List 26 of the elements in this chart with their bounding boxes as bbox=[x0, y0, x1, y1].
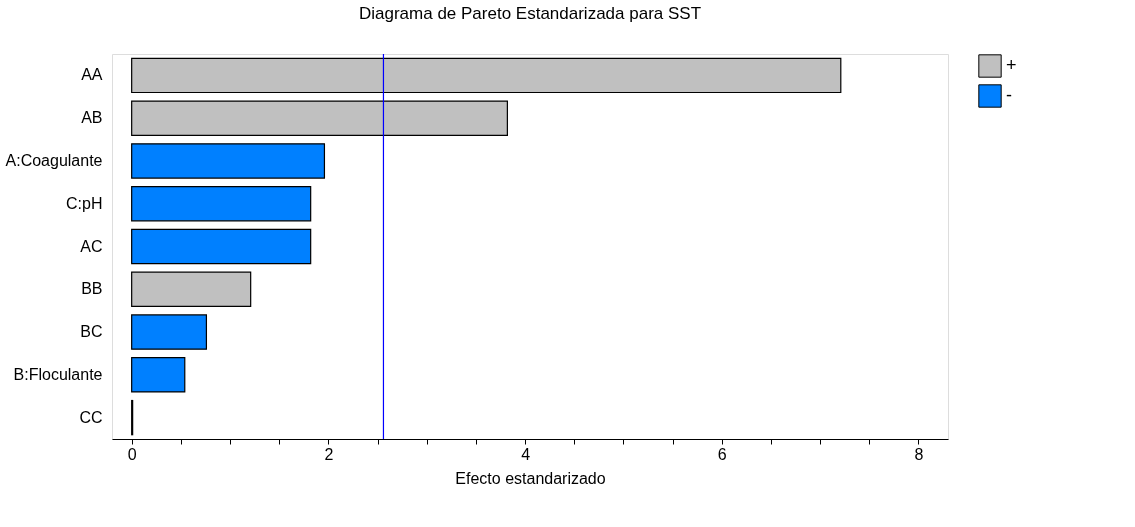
x-tick-label: 8 bbox=[914, 445, 924, 463]
bar bbox=[131, 57, 842, 94]
bar bbox=[131, 357, 186, 393]
x-axis-title: Efecto estandarizado bbox=[455, 469, 606, 487]
bar bbox=[131, 143, 326, 179]
bar bbox=[131, 228, 312, 265]
y-tick-label: AA bbox=[81, 66, 103, 84]
y-tick-label: AC bbox=[80, 237, 103, 255]
bar bbox=[131, 100, 508, 136]
y-tick-label: BB bbox=[81, 280, 103, 298]
y-tick-label: CC bbox=[79, 408, 103, 426]
chart-title: Diagrama de Pareto Estandarizada para SST bbox=[358, 4, 702, 24]
x-tick-label: 4 bbox=[521, 445, 531, 463]
x-tick-label: 0 bbox=[127, 445, 137, 463]
legend-label: - bbox=[1006, 85, 1012, 105]
y-tick-label: BC bbox=[80, 323, 103, 341]
x-tick-label: 2 bbox=[324, 445, 334, 463]
y-tick-label: C:pH bbox=[66, 194, 103, 212]
x-tick-label: 6 bbox=[717, 445, 727, 463]
legend-label: + bbox=[1006, 55, 1017, 75]
bar bbox=[131, 186, 312, 222]
bar bbox=[131, 271, 252, 307]
bar bbox=[131, 314, 208, 350]
y-tick-label: AB bbox=[81, 109, 103, 127]
y-tick-label: A:Coagulante bbox=[5, 151, 103, 169]
y-tick-label: B:Floculante bbox=[13, 365, 103, 383]
